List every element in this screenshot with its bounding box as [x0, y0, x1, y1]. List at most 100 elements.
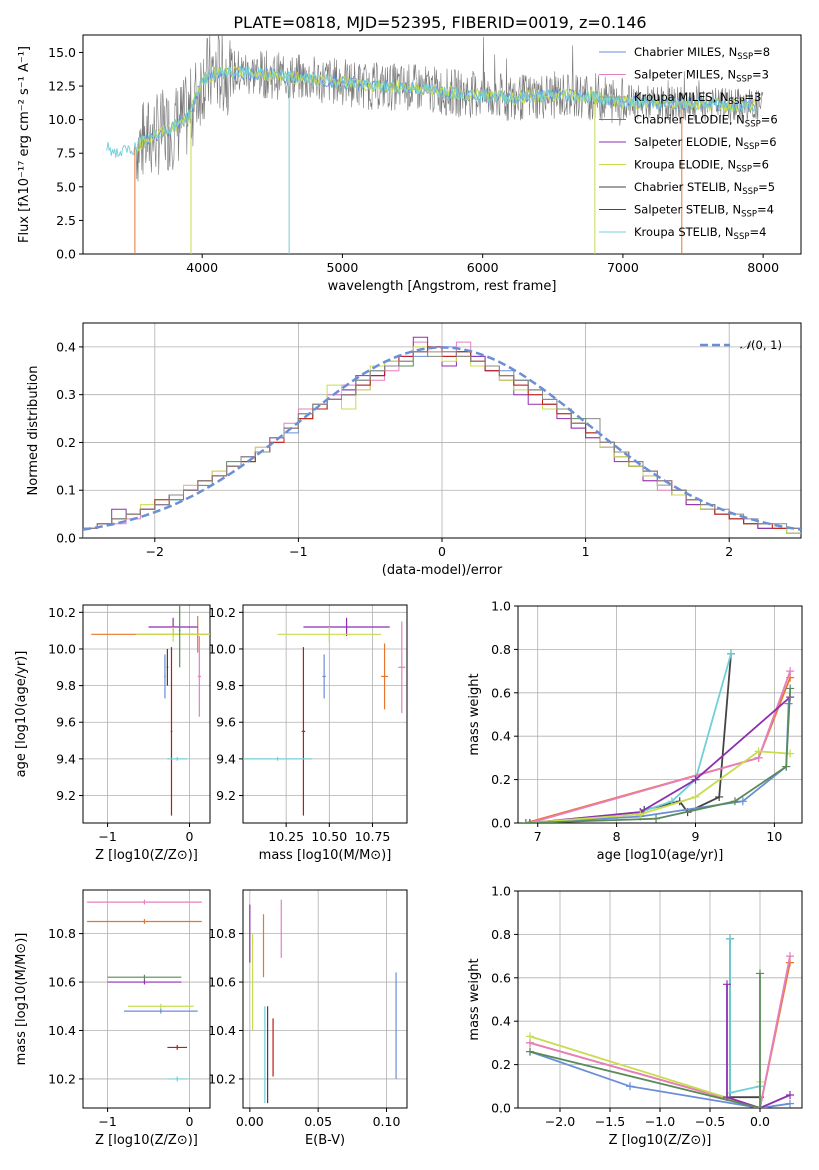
errorbar-point — [303, 617, 390, 637]
data-marker — [756, 969, 764, 978]
data-marker — [726, 934, 734, 943]
mass-weight-lines — [526, 934, 794, 1108]
legend-entry: Kroupa MILES, NSSP=3 — [634, 90, 761, 107]
normal-curve — [83, 346, 801, 531]
data-marker — [691, 792, 700, 801]
legend-count: =3 — [752, 68, 769, 82]
errorbar-point — [167, 1045, 188, 1050]
y-tick-label: 0.2 — [56, 435, 76, 450]
y-tick-label: 7.5 — [56, 146, 76, 161]
x-tick-label: −1 — [98, 829, 116, 844]
legend-subscript: SSP — [741, 210, 757, 220]
x-tick-label: 7 — [534, 829, 542, 844]
x-tick-label: 4000 — [186, 260, 218, 275]
legend-entry: Salpeter ELODIE, NSSP=6 — [634, 135, 777, 152]
y-tick-label: 10.6 — [48, 975, 76, 990]
x-tick-label: −0.5 — [695, 1114, 725, 1129]
y-tick-label: 10.8 — [208, 926, 236, 941]
errorbar-point — [167, 757, 188, 761]
x-axis-label: age [log10(age/yr)] — [597, 848, 724, 863]
axes-frame — [517, 890, 803, 1109]
y-tick-label: 0.4 — [491, 1014, 511, 1029]
series-line — [525, 703, 790, 823]
errorbars — [87, 899, 202, 1082]
legend-count: =6 — [760, 135, 777, 149]
y-tick-label: 10.8 — [48, 926, 76, 941]
x-tick-label: −1 — [98, 1114, 116, 1129]
x-tick-label: 0.10 — [373, 1114, 401, 1129]
legend-subscript: SSP — [736, 165, 752, 175]
x-tick-label: 0 — [438, 544, 446, 559]
errorbar-point — [136, 626, 210, 642]
legend-label: Salpeter MILES, N — [634, 68, 736, 82]
y-tick-label: 0.8 — [491, 642, 511, 657]
errorbar-point — [107, 979, 182, 985]
legend-label: Chabrier STELIB, N — [634, 180, 742, 194]
y-tick-label: 0.1 — [56, 483, 76, 498]
series-line — [529, 1050, 791, 1108]
legend-subscript: SSP — [745, 120, 761, 130]
data-marker — [691, 775, 700, 784]
x-tick-label: 0.00 — [236, 1114, 264, 1129]
x-axis-label: Z [log10(Z/Z⊙)] — [95, 848, 198, 863]
errorbars — [249, 899, 397, 1104]
legend-entry: 𝒩(0, 1) — [740, 338, 782, 352]
y-tick-label: 10.0 — [48, 641, 76, 656]
legend-label: Kroupa ELODIE, N — [634, 158, 736, 172]
x-axis-label: Z [log10(Z/Z⊙)] — [95, 1133, 198, 1148]
x-tick-label: 6000 — [467, 260, 499, 275]
errorbar-point — [277, 626, 382, 642]
y-tick-label: 10.0 — [208, 641, 236, 656]
errorbar-point — [107, 974, 182, 980]
legend-entry: Kroupa ELODIE, NSSP=6 — [634, 158, 769, 175]
legend-count: =8 — [753, 45, 770, 59]
series-line — [529, 955, 791, 1108]
y-tick-label: 10.2 — [48, 1071, 76, 1086]
y-tick-label: 1.0 — [491, 599, 511, 614]
y-tick-label: 0.0 — [491, 1101, 511, 1116]
y-tick-label: 15.0 — [48, 45, 76, 60]
legend-count: =4 — [757, 203, 774, 217]
x-tick-label: −2.0 — [545, 1114, 575, 1129]
legend-count: =6 — [752, 158, 769, 172]
legend-label: Chabrier ELODIE, N — [634, 113, 745, 127]
series-line — [726, 984, 791, 1108]
observed-spectrum-line — [136, 35, 764, 182]
y-tick-label: 0.2 — [491, 772, 511, 787]
y-tick-label: 2.5 — [56, 213, 76, 228]
x-axis-label: Z [log10(Z/Z⊙)] — [609, 1133, 712, 1148]
legend-subscript: SSP — [736, 75, 752, 85]
x-tick-label: 0.05 — [304, 1114, 332, 1129]
figure-title: PLATE=0818, MJD=52395, FIBERID=0019, z=0… — [233, 13, 646, 32]
axes-frame — [82, 889, 211, 1109]
y-tick-label: 9.6 — [56, 715, 76, 730]
data-marker — [626, 1082, 634, 1091]
residuals-axes: −2 −1 0 1 2 0.0 0.1 0.2 0.3 0.4 𝒩(0, 1) (data-model… — [26, 322, 802, 578]
y-tick-label: 10.2 — [48, 605, 76, 620]
y-tick-label: 0.2 — [491, 1057, 511, 1072]
axes-frame — [517, 605, 803, 824]
y-tick-label: 0.3 — [56, 387, 76, 402]
y-tick-label: 9.8 — [56, 678, 76, 693]
data-marker — [723, 980, 731, 989]
series-line — [525, 688, 792, 823]
legend-subscript: SSP — [737, 52, 753, 62]
x-tick-label: 10.75 — [355, 829, 391, 844]
x-tick-label: 8 — [613, 829, 621, 844]
data-marker — [715, 792, 724, 801]
axes-frame — [82, 604, 211, 824]
data-marker — [636, 810, 645, 819]
massweight_vs_age-axes: 7 8 9 10 0.0 0.2 0.4 0.6 0.8 1.0 age [log10(age/yr… — [467, 599, 803, 863]
errorbar-point — [197, 636, 201, 717]
errorbar-point — [178, 605, 181, 668]
legend-label: Kroupa MILES, N — [634, 90, 729, 104]
y-tick-label: 0.0 — [491, 816, 511, 831]
y-tick-label: 1.0 — [491, 884, 511, 899]
y-tick-label: 0.4 — [491, 729, 511, 744]
x-tick-label: 0.0 — [750, 1114, 770, 1129]
y-tick-label: 9.2 — [216, 788, 236, 803]
data-marker — [786, 952, 794, 961]
y-tick-label: 9.4 — [216, 751, 236, 766]
